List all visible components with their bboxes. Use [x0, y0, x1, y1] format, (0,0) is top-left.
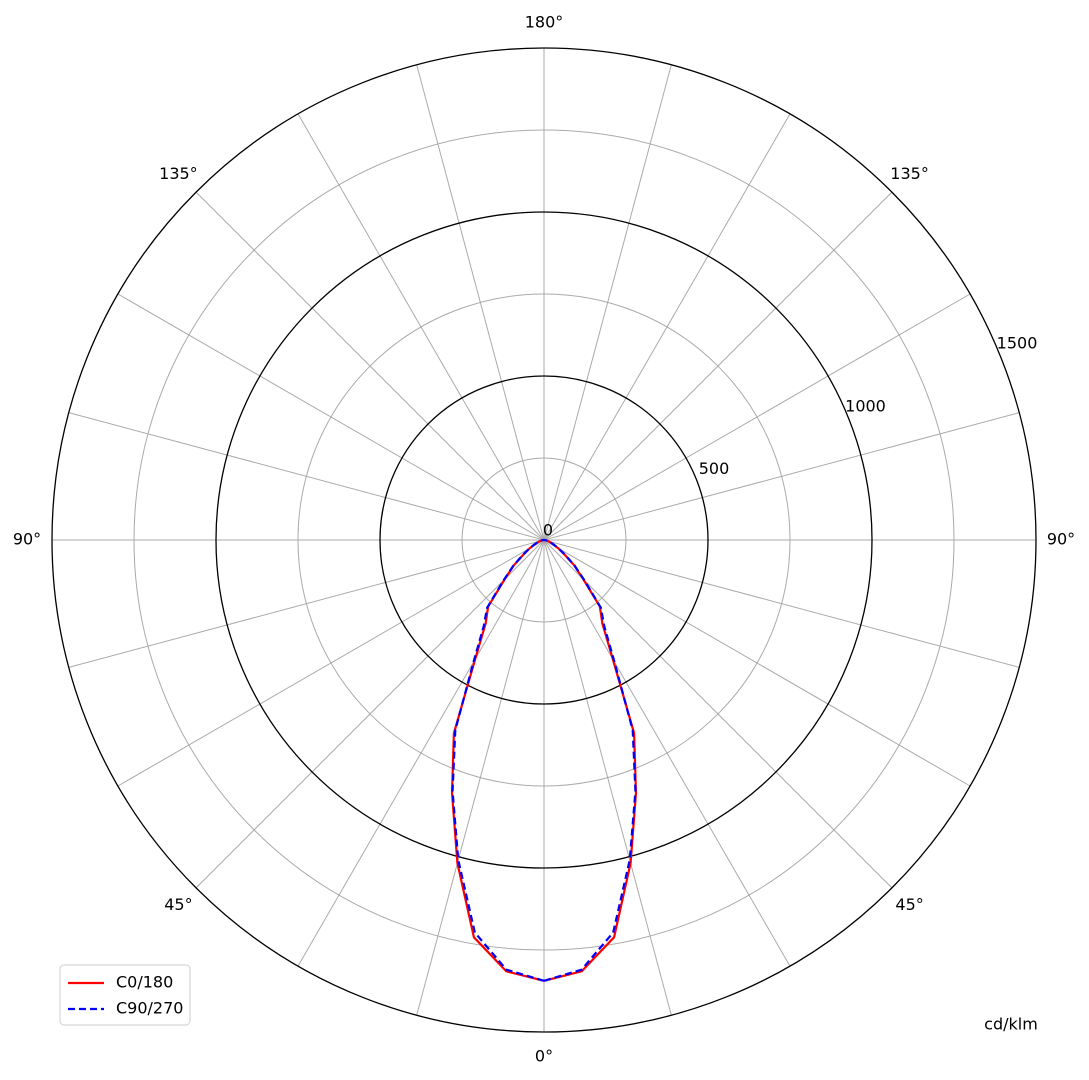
- radial-tick-label: 0: [543, 521, 553, 540]
- radial-tick-label: 1000: [845, 396, 886, 415]
- major-ring: [51, 47, 1037, 1033]
- legend-label: C0/180: [116, 973, 173, 992]
- legend-label: C90/270: [116, 999, 183, 1018]
- series-line: [543, 538, 637, 982]
- major-ring: [379, 375, 709, 705]
- angle-tick-label: 90°: [1047, 530, 1075, 549]
- radial-tick-label: 1500: [997, 334, 1038, 353]
- legend: C0/180 C90/270: [59, 964, 191, 1026]
- unit-label: cd/klm: [984, 1015, 1038, 1034]
- angle-tick-label: 0°: [535, 1047, 553, 1066]
- angle-tick-label: 45°: [895, 895, 923, 914]
- series-line: [451, 538, 545, 982]
- series-line: [543, 538, 638, 982]
- series-line: [450, 538, 545, 982]
- angle-tick-label: 180°: [525, 13, 564, 32]
- minor-ring: [461, 457, 627, 623]
- angle-tick-label: 135°: [159, 164, 198, 183]
- angle-tick-label: 135°: [890, 164, 929, 183]
- angle-tick-label: 45°: [164, 895, 192, 914]
- radial-tick-label: 500: [699, 459, 730, 478]
- major-ring: [215, 211, 873, 869]
- minor-ring: [133, 129, 955, 951]
- minor-ring: [297, 293, 791, 787]
- angle-tick-label: 90°: [13, 530, 41, 549]
